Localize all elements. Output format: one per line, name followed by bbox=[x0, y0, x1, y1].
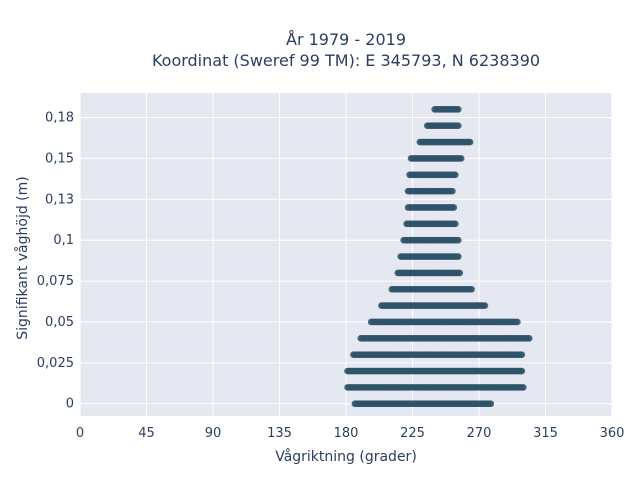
x-tick-label: 0 bbox=[76, 426, 84, 441]
x-tick-label: 180 bbox=[334, 426, 359, 441]
x-tick-label: 315 bbox=[533, 426, 558, 441]
x-axis-label: Vågriktning (grader) bbox=[275, 448, 417, 465]
band-9 bbox=[397, 253, 462, 260]
data-point bbox=[455, 106, 462, 113]
x-tick-label: 225 bbox=[400, 426, 425, 441]
y-axis-label: Signifikant våghöjd (m) bbox=[14, 176, 31, 339]
data-point bbox=[452, 171, 459, 179]
x-tick-label: 270 bbox=[467, 426, 492, 441]
band-15 bbox=[407, 155, 465, 162]
data-point bbox=[450, 204, 458, 211]
band-18 bbox=[431, 106, 462, 113]
grid-lines bbox=[79, 93, 613, 416]
band-3 bbox=[350, 351, 526, 358]
band-14 bbox=[406, 171, 459, 179]
band-4 bbox=[357, 335, 533, 342]
data-point bbox=[457, 155, 465, 162]
y-tick-label: 0,13 bbox=[45, 192, 74, 207]
y-tick-label: 0,025 bbox=[37, 356, 74, 371]
y-tick-label: 0,18 bbox=[45, 111, 74, 126]
y-tick-label: 0,1 bbox=[53, 233, 74, 248]
data-point bbox=[514, 318, 521, 326]
y-tick-label: 0,05 bbox=[45, 315, 74, 330]
y-tick-label: 0 bbox=[66, 397, 74, 412]
data-point bbox=[520, 384, 527, 391]
chart-title-line1: År 1979 - 2019 bbox=[286, 30, 406, 49]
band-2 bbox=[344, 367, 526, 375]
x-tick-label: 360 bbox=[600, 426, 625, 441]
y-tick-label: 0,075 bbox=[37, 274, 74, 289]
x-axis-ticks: 0 45 90 135 180 225 270 315 360 bbox=[76, 426, 625, 441]
y-tick-label: 0,15 bbox=[45, 151, 74, 166]
data-point bbox=[481, 302, 489, 309]
band-12 bbox=[404, 204, 458, 211]
data-point bbox=[525, 335, 533, 342]
x-tick-label: 45 bbox=[138, 426, 155, 441]
band-10 bbox=[400, 236, 462, 244]
data-point bbox=[455, 122, 462, 130]
band-13 bbox=[404, 187, 456, 195]
data-point bbox=[455, 236, 462, 244]
chart-title-line2: Koordinat (Sweref 99 TM): E 345793, N 62… bbox=[152, 51, 540, 70]
data-point bbox=[455, 253, 462, 260]
data-point bbox=[456, 269, 464, 277]
x-tick-label: 90 bbox=[205, 426, 222, 441]
band-16 bbox=[416, 138, 474, 146]
data-points bbox=[344, 106, 533, 408]
band-1 bbox=[344, 384, 527, 391]
data-point bbox=[487, 400, 495, 408]
x-tick-label: 135 bbox=[267, 426, 292, 441]
data-point bbox=[468, 285, 475, 293]
y-axis-ticks: 0 0,025 0,05 0,075 0,1 0,13 0,15 0,18 bbox=[37, 111, 74, 412]
band-8 bbox=[394, 269, 464, 277]
band-7 bbox=[388, 285, 475, 293]
band-5 bbox=[367, 318, 521, 326]
data-point bbox=[518, 367, 526, 375]
band-0 bbox=[351, 400, 495, 408]
data-point bbox=[452, 220, 459, 228]
data-point bbox=[449, 187, 456, 195]
data-point bbox=[466, 138, 474, 146]
data-point bbox=[518, 351, 526, 358]
band-17 bbox=[423, 122, 462, 130]
band-11 bbox=[403, 220, 459, 228]
band-6 bbox=[378, 302, 489, 309]
